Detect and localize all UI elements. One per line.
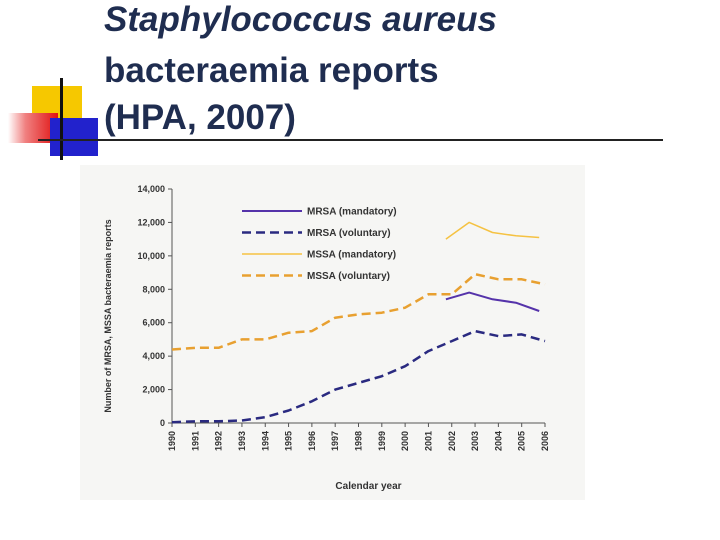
series-line-mssa-voluntary xyxy=(171,272,546,351)
y-tick-label: 0 xyxy=(160,418,165,428)
x-tick-label: 1996 xyxy=(307,431,317,451)
x-tick-label: 1997 xyxy=(330,431,340,451)
x-axis-title: Calendar year xyxy=(335,481,401,492)
y-tick-label: 8,000 xyxy=(142,284,165,294)
x-tick-label: 1992 xyxy=(214,431,224,451)
x-tick-label: 1995 xyxy=(284,431,294,451)
x-tick-label: 2006 xyxy=(540,431,550,451)
line-chart: 0 2,000 4,000 6,000 8,000 10,000 12,000 14,000 1… xyxy=(103,184,550,492)
x-tick-label: 2000 xyxy=(400,431,410,451)
y-tick-label: 6,000 xyxy=(142,318,165,328)
series-line-mrsa-voluntary xyxy=(171,329,546,424)
slide-title-line-2: bacteraemia reports xyxy=(104,51,439,90)
y-tick-label: 14,000 xyxy=(137,184,165,194)
x-tick-label: 2001 xyxy=(423,431,433,451)
y-axis-title: Number of MRSA, MSSA bacteraemia reports xyxy=(103,219,113,412)
x-tick-label: 1993 xyxy=(237,431,247,451)
x-tick-label: 1991 xyxy=(190,431,200,451)
decor-red-gradient-bar xyxy=(8,113,58,143)
x-tick-label: 1998 xyxy=(354,431,364,451)
x-tick-label: 2002 xyxy=(447,431,457,451)
x-tick-label: 2005 xyxy=(517,431,527,451)
y-tick-label: 12,000 xyxy=(137,217,165,227)
legend-label: MRSA (voluntary) xyxy=(307,228,391,239)
x-tick-label: 2004 xyxy=(493,431,503,451)
series-line-mrsa-mandatory xyxy=(445,291,540,312)
slide-title-line-3: (HPA, 2007) xyxy=(104,98,296,137)
x-tick-label: 1999 xyxy=(377,431,387,451)
decor-vertical-line xyxy=(60,78,63,160)
legend-label: MRSA (mandatory) xyxy=(307,207,397,218)
legend-label: MSSA (mandatory) xyxy=(307,250,396,261)
y-tick-label: 10,000 xyxy=(137,251,165,261)
series-line-mssa-mandatory xyxy=(445,221,540,240)
legend-label: MSSA (voluntary) xyxy=(307,271,390,282)
x-tick-label: 2003 xyxy=(470,431,480,451)
slide-title-line-1: Staphylococcus aureus xyxy=(104,0,497,39)
x-tick-label: 1990 xyxy=(167,431,177,451)
chart-panel xyxy=(80,165,585,500)
title-underline xyxy=(38,139,663,141)
decor-blue-square xyxy=(50,118,98,156)
y-tick-label: 4,000 xyxy=(142,351,165,361)
x-tick-label: 1994 xyxy=(260,431,270,451)
y-tick-label: 2,000 xyxy=(142,385,165,395)
